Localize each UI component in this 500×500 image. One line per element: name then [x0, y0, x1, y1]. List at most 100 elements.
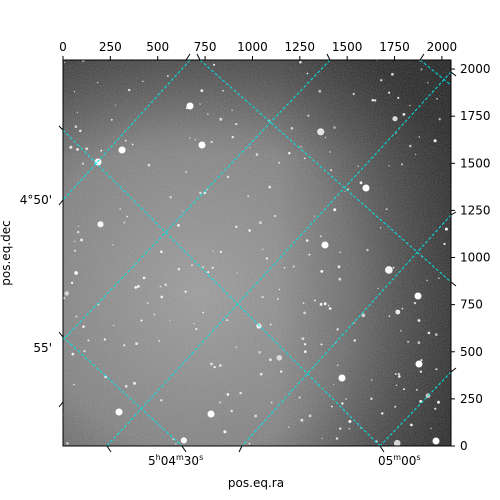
star [401, 307, 404, 310]
top-tick-label: 1000 [237, 40, 268, 54]
star [306, 72, 309, 75]
star [269, 358, 272, 362]
star [427, 331, 431, 335]
star [394, 405, 397, 408]
star [219, 401, 222, 404]
star [381, 412, 384, 415]
star [302, 302, 305, 304]
star [327, 304, 330, 307]
star [305, 239, 309, 242]
star [77, 230, 80, 234]
star [74, 249, 76, 252]
top-tick-label: 500 [146, 40, 169, 54]
star [123, 344, 126, 347]
top-tick-label: 1500 [332, 40, 363, 54]
star [258, 351, 261, 354]
star [76, 111, 79, 114]
star [434, 407, 437, 410]
star [300, 146, 302, 148]
world-tick-marks [58, 53, 457, 453]
star [76, 148, 79, 151]
star [169, 196, 172, 199]
y-axis-label: pos.eq.dec [0, 220, 13, 285]
bright-star [321, 241, 329, 249]
bright-star [362, 184, 370, 192]
star [185, 171, 188, 173]
star [249, 146, 251, 149]
star [236, 272, 238, 274]
star [314, 299, 316, 302]
star [265, 257, 269, 260]
top-tick-label: 1250 [285, 40, 316, 54]
grid-line [63, 60, 191, 201]
star [331, 405, 333, 408]
star [70, 281, 74, 285]
star [366, 248, 369, 252]
grid-line [63, 60, 331, 341]
top-pixel-axis: 0 250 500 750 1000 1250 1500 1750 2000 [59, 40, 457, 60]
star [304, 343, 307, 346]
star [444, 227, 448, 231]
star [278, 161, 281, 164]
star [370, 379, 373, 381]
star [100, 149, 103, 152]
right-pixel-axis: 0 250 500 750 1000 1250 1500 1750 2000 [451, 62, 491, 453]
dec-tick-label-2: 55' [33, 341, 52, 355]
star [380, 79, 383, 82]
star [348, 420, 352, 423]
star [339, 427, 342, 430]
star [298, 396, 301, 399]
star [274, 215, 277, 217]
star [248, 442, 251, 445]
star [333, 208, 337, 212]
star [435, 368, 438, 371]
grid-line [241, 214, 451, 446]
star [213, 365, 216, 369]
star [397, 96, 400, 99]
star [135, 342, 139, 346]
star [69, 145, 73, 149]
star [261, 295, 264, 299]
star [219, 364, 222, 367]
star [300, 418, 304, 422]
star [323, 302, 327, 306]
star [301, 337, 305, 340]
grid-line [63, 336, 183, 446]
right-tick-label: 0 [460, 439, 468, 453]
star [419, 370, 422, 373]
star [71, 352, 75, 356]
star [392, 266, 395, 269]
bright-star [115, 408, 123, 416]
star [328, 307, 332, 310]
star [380, 227, 382, 229]
star [395, 132, 397, 135]
star [164, 283, 167, 286]
bright-star [207, 410, 215, 418]
coordinate-grid [63, 60, 451, 446]
star [299, 60, 302, 64]
star [290, 127, 294, 130]
star [104, 375, 107, 379]
star [112, 244, 114, 246]
star [385, 208, 388, 211]
star [420, 68, 423, 71]
star [110, 118, 113, 121]
star [417, 341, 421, 344]
bright-star [414, 292, 422, 300]
star [387, 91, 391, 95]
star [394, 373, 397, 375]
star [371, 98, 375, 102]
star [385, 266, 393, 274]
star [207, 271, 210, 274]
right-tick-label: 750 [460, 298, 483, 312]
star [317, 128, 325, 136]
star [341, 402, 344, 405]
star [329, 151, 331, 153]
star [82, 325, 85, 328]
star [73, 240, 76, 243]
star [210, 362, 213, 366]
star [314, 215, 316, 217]
star [436, 97, 438, 100]
top-tick-label: 1750 [379, 40, 410, 54]
